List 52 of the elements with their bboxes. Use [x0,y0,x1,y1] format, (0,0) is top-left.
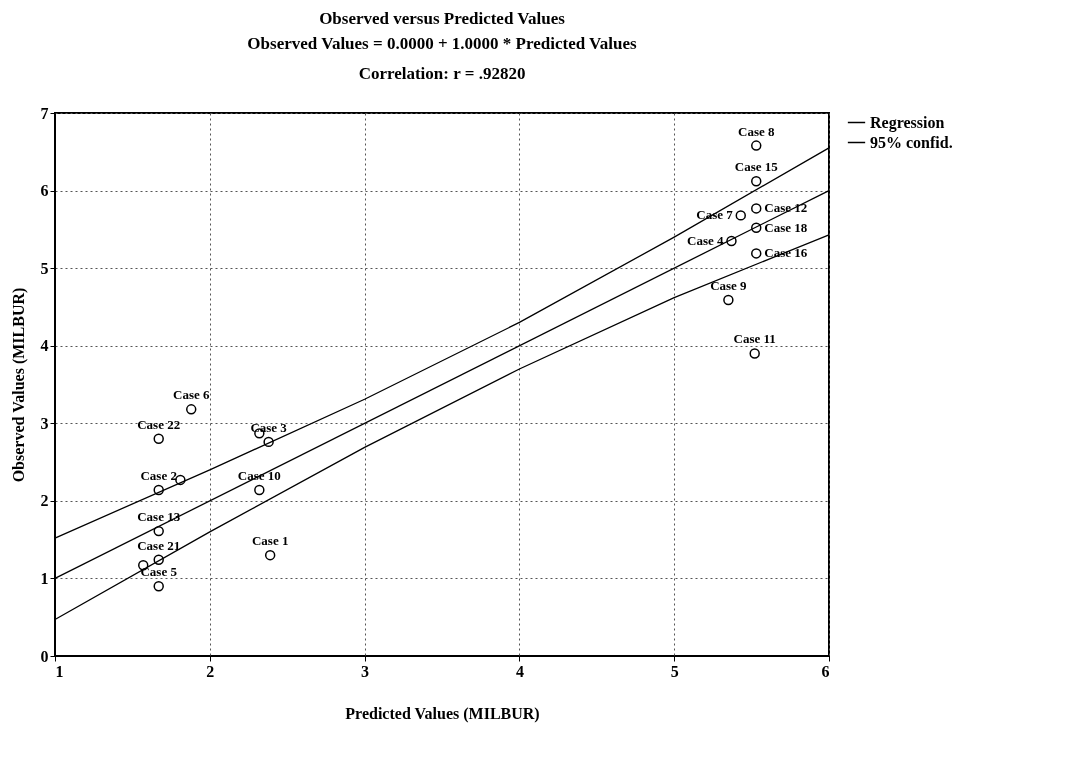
annotation: Case 10 [237,468,281,483]
x-tick-label: 4 [515,662,524,680]
y-tick-label: 4 [40,337,49,355]
y-tick-label: 7 [40,104,49,122]
y-tick-label: 5 [40,259,49,277]
point [723,294,734,306]
y-tick-label: 6 [40,182,49,200]
y-tick-label: 0 [40,647,49,665]
x-tick-label: 2 [206,662,215,680]
y-axis-title: Observed Values (MILBUR) [9,287,28,483]
point [153,580,164,592]
point [254,484,265,496]
annotation: Case 3 [250,419,288,435]
point [751,248,762,259]
y-tick-label: 1 [40,569,49,587]
annotation: Case 18 [764,219,808,235]
point [751,176,762,187]
annotation: Case 8 [738,123,775,139]
annotation: Case 2 [140,468,177,483]
annotation: Case 22 [137,416,181,432]
annotation: Case 21 [137,537,181,553]
annotation: Case 11 [733,331,776,347]
x-tick-label: 3 [361,662,370,680]
x-axis-title: Predicted Values (MILBUR) [345,704,540,723]
x-tick-label: 1 [55,662,64,680]
y-tick-label: 2 [40,492,49,510]
point [153,484,164,496]
legend-label: Regression [870,113,945,132]
annotation: Case 12 [764,200,808,216]
x-tick-label: 5 [670,662,679,680]
point [751,203,762,214]
chart-subtitle: Observed Values = 0.0000 + 1.0000 * Predicted Values Correlation: r = .92820 [247,34,638,83]
point [153,554,164,566]
point [751,140,762,151]
x-tick-label: 6 [821,662,830,680]
point [153,433,164,445]
point [153,525,164,537]
annotation: Case 6 [172,387,210,403]
point [726,235,737,247]
annotation: Case 15 [734,159,779,175]
annotation: Case 1 [251,533,289,549]
y-tick-label: 3 [40,414,49,432]
point [735,210,746,221]
point [751,222,762,234]
point [175,474,186,486]
annotation: Case 9 [710,277,748,293]
point [186,404,197,415]
point [263,436,274,448]
point [749,348,760,359]
point [264,549,276,561]
legend-label: 95% confid. [870,133,953,151]
chart-title: Observed versus Predicted Values [319,9,566,28]
